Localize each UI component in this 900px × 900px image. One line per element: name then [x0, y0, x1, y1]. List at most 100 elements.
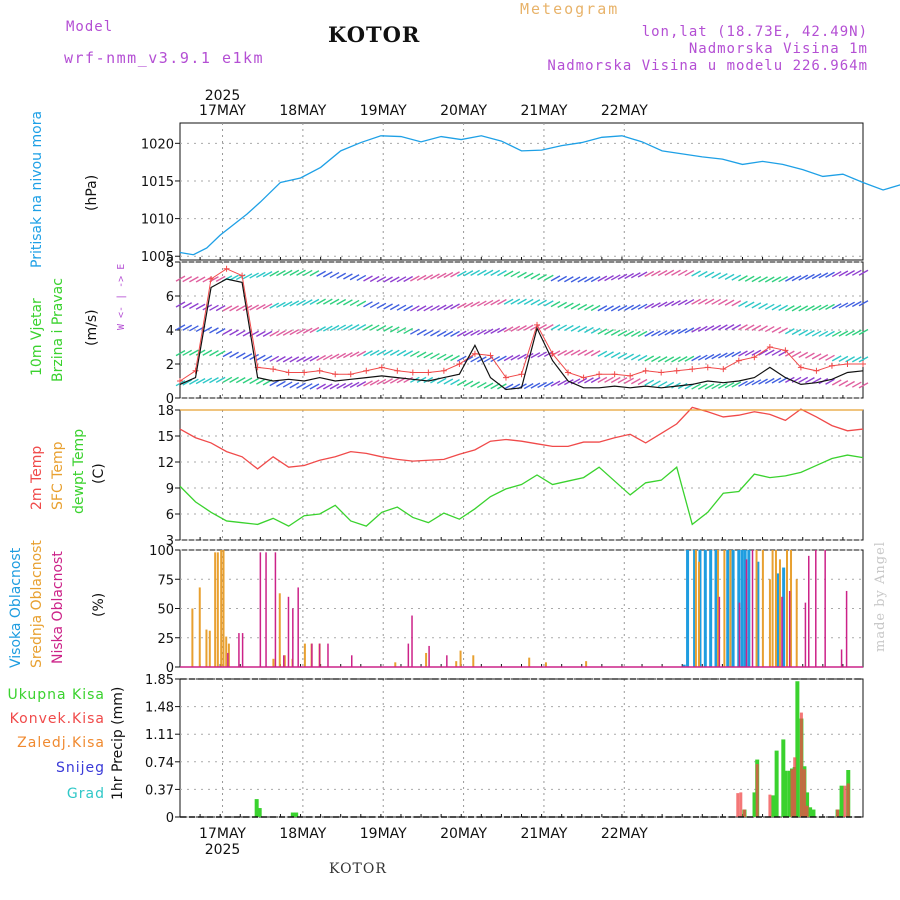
- wind-barb: [202, 276, 213, 283]
- wind-barb: [403, 376, 414, 384]
- wind-barb: [296, 382, 306, 389]
- wind-barb: [256, 303, 266, 311]
- wind-barb: [309, 383, 320, 390]
- wind-barb: [590, 275, 601, 283]
- city-title: KOTOR: [328, 22, 421, 47]
- mid-cloud-bar: [220, 550, 223, 667]
- wind-barb: [282, 381, 293, 388]
- wind-barb: [436, 377, 447, 384]
- wind-barb: [798, 305, 809, 312]
- wind-barb: [436, 330, 447, 337]
- wind-barb: [537, 351, 547, 358]
- wind-barb: [724, 273, 735, 280]
- gust-marker: [394, 367, 401, 374]
- wind-barb: [189, 325, 199, 332]
- wind-barb: [289, 269, 300, 276]
- precip-total-bar: [290, 812, 295, 817]
- wind-barb: [630, 304, 641, 311]
- footer-city: KOTOR: [329, 861, 387, 877]
- gust-marker: [534, 321, 541, 328]
- wind-barb: [302, 355, 313, 363]
- wind-barb: [543, 274, 554, 281]
- x-tick-label-bottom: 19MAY: [360, 826, 407, 842]
- y-tick-label: 12: [157, 456, 174, 471]
- wind-barb: [476, 329, 487, 336]
- wind-barb: [229, 329, 239, 336]
- wind-barb: [443, 354, 454, 361]
- wind-barb: [403, 350, 414, 357]
- low-cloud-bar: [446, 655, 448, 667]
- wind-barb: [276, 330, 286, 337]
- wind-barb: [209, 377, 219, 384]
- wind-barb: [410, 305, 420, 312]
- wind-barb: [778, 276, 788, 283]
- wind-barb: [336, 298, 347, 306]
- wind-barb: [644, 355, 655, 362]
- wind-barb: [697, 325, 708, 333]
- wind-barb: [617, 377, 628, 384]
- wind-barb: [443, 330, 454, 337]
- wind-barb: [657, 329, 668, 337]
- low-cloud-bar: [840, 649, 843, 667]
- wind-barb: [684, 269, 695, 277]
- wind-barb: [296, 356, 306, 363]
- wind-barb: [590, 327, 601, 334]
- wind-barb: [349, 274, 360, 281]
- wind-barb: [718, 273, 728, 280]
- wind-barb: [389, 377, 400, 384]
- wind-barb: [711, 272, 722, 279]
- precip-total-bar: [257, 808, 262, 817]
- wind-barb: [731, 350, 742, 358]
- gust-marker: [844, 361, 851, 367]
- wind-barb: [758, 349, 768, 356]
- model-altitude-label: Nadmorska Visina u modelu 226.964m: [547, 58, 868, 74]
- wind-barb: [550, 301, 561, 308]
- wind-barb: [336, 382, 347, 390]
- wind-barb: [657, 301, 668, 308]
- wind-barb: [791, 328, 802, 336]
- low-cloud-bar: [824, 550, 826, 667]
- wind-barb: [296, 299, 306, 306]
- wind-barb: [564, 349, 574, 356]
- wind-barb: [423, 329, 434, 337]
- precip-conv-bar: [739, 792, 743, 817]
- low-cloud-bar: [311, 643, 313, 667]
- wind-barb: [731, 381, 742, 388]
- wind-barb: [657, 381, 668, 388]
- wind-barb: [771, 349, 782, 356]
- wind-barb: [677, 299, 688, 306]
- wind-barb: [476, 269, 487, 276]
- wind-barb: [604, 329, 614, 336]
- wind-barb: [838, 380, 849, 387]
- wind-barb: [510, 271, 521, 278]
- wind-barb: [785, 328, 795, 335]
- wind-barb: [229, 305, 239, 312]
- wind-barb: [343, 324, 353, 331]
- wind-barb: [356, 381, 367, 388]
- wind-barb: [356, 274, 367, 282]
- wind-barb: [610, 305, 621, 312]
- wind-barb: [738, 275, 748, 282]
- wind-barb: [282, 329, 293, 336]
- wind-barb: [456, 355, 467, 362]
- wind-barb: [771, 377, 782, 384]
- high-cloud-bar: [726, 550, 730, 667]
- wind-barb: [718, 382, 728, 389]
- wind-barb: [222, 305, 233, 312]
- wind-barb: [423, 376, 434, 384]
- wind-barb: [322, 298, 333, 305]
- high-cloud-bar: [740, 550, 744, 667]
- wind-barb: [590, 376, 601, 384]
- wind-barb: [624, 353, 634, 360]
- low-cloud-bar: [745, 559, 748, 667]
- wind-barb: [557, 275, 568, 282]
- gust-marker: [285, 369, 292, 376]
- wind-barb: [175, 350, 186, 357]
- wind-barb: [630, 378, 641, 385]
- wind-barb: [490, 382, 501, 390]
- low-cloud-bar: [259, 552, 262, 667]
- precip-conv-bar: [836, 809, 840, 817]
- wind-barb: [530, 273, 541, 280]
- wind-barb: [818, 304, 829, 311]
- wind-barb: [202, 349, 213, 356]
